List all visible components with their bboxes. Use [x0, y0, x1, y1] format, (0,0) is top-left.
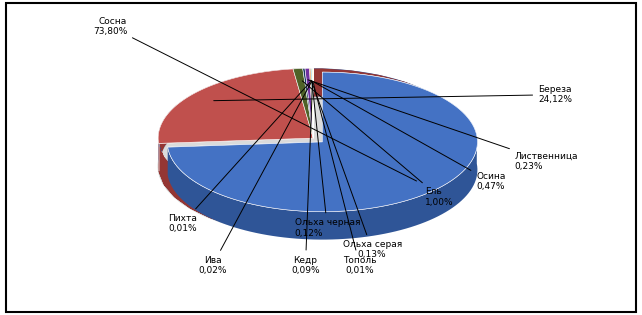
Polygon shape: [312, 68, 313, 138]
Polygon shape: [311, 68, 313, 138]
Polygon shape: [303, 68, 313, 138]
Polygon shape: [158, 131, 159, 171]
Polygon shape: [311, 68, 313, 138]
Polygon shape: [293, 68, 313, 138]
Text: Ива
0,02%: Ива 0,02%: [198, 81, 312, 275]
Polygon shape: [168, 72, 478, 212]
Text: Ольха черная
0,12%: Ольха черная 0,12%: [295, 82, 360, 238]
Polygon shape: [168, 136, 478, 240]
Polygon shape: [305, 68, 313, 138]
Polygon shape: [158, 69, 313, 143]
Text: Лиственница
0,23%: Лиственница 0,23%: [308, 80, 578, 171]
Ellipse shape: [158, 96, 468, 236]
Polygon shape: [312, 68, 313, 138]
Text: Ель
1,00%: Ель 1,00%: [302, 81, 453, 207]
Polygon shape: [309, 68, 313, 138]
Text: Кедр
0,09%: Кедр 0,09%: [291, 82, 320, 275]
Text: Береза
24,12%: Береза 24,12%: [214, 85, 572, 104]
Polygon shape: [293, 68, 313, 138]
Polygon shape: [312, 68, 313, 138]
Polygon shape: [158, 69, 313, 143]
Polygon shape: [303, 68, 313, 138]
Polygon shape: [305, 68, 313, 138]
Polygon shape: [159, 68, 468, 236]
Polygon shape: [168, 72, 478, 212]
Text: Осина
0,47%: Осина 0,47%: [311, 80, 505, 191]
Polygon shape: [158, 68, 468, 166]
Polygon shape: [312, 68, 313, 138]
Polygon shape: [309, 68, 313, 138]
Text: Пихта
0,01%: Пихта 0,01%: [168, 81, 311, 233]
Text: Ольха серая
0,13%: Ольха серая 0,13%: [311, 81, 402, 260]
Text: Тополь
0,01%: Тополь 0,01%: [313, 82, 376, 275]
Text: Сосна
73,80%: Сосна 73,80%: [93, 17, 417, 181]
